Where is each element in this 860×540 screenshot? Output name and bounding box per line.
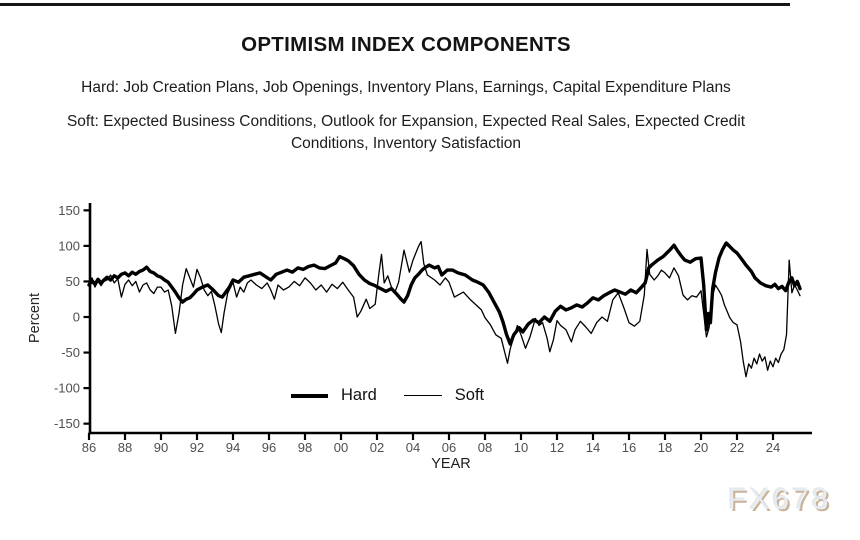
y-tick-label: 150 (58, 203, 80, 218)
soft-series-line (88, 240, 801, 378)
x-tick-label: 24 (766, 440, 780, 455)
y-tick-label: -50 (61, 345, 80, 360)
soft-legend-label: Soft (454, 386, 485, 404)
x-tick-label: 88 (118, 440, 132, 455)
y-tick-label: -150 (54, 416, 80, 431)
x-tick-label: 06 (442, 440, 456, 455)
x-tick-label: 00 (334, 440, 348, 455)
hard-series-line (87, 241, 802, 346)
hard-components-definition: Hard: Job Creation Plans, Job Openings, … (81, 79, 731, 96)
y-axis-title: Percent (27, 293, 43, 343)
chart-legend: Hard Soft (291, 386, 498, 405)
y-tick-label: 100 (58, 238, 80, 253)
x-tick-label: 86 (82, 440, 96, 455)
soft-line-sample (403, 394, 442, 397)
x-tick-label: 14 (586, 440, 600, 455)
x-tick-label: 96 (262, 440, 276, 455)
x-tick-label: 10 (514, 440, 528, 455)
y-tick-label: 50 (66, 274, 80, 289)
y-tick-label: -100 (54, 381, 80, 396)
top-border-rule (0, 3, 790, 6)
hard-line-sample (291, 393, 328, 398)
x-tick-label: 94 (226, 440, 240, 455)
x-tick-label: 16 (622, 440, 636, 455)
x-tick-label: 20 (694, 440, 708, 455)
x-tick-label: 12 (550, 440, 564, 455)
x-tick-label: 08 (478, 440, 492, 455)
soft-components-definition: Soft: Expected Business Conditions, Outl… (66, 113, 746, 152)
x-axis-title: YEAR (431, 456, 471, 472)
y-tick-label: 0 (73, 310, 80, 325)
x-tick-label: 98 (298, 440, 312, 455)
x-tick-label: 04 (406, 440, 420, 455)
x-tick-label: 92 (190, 440, 204, 455)
x-tick-label: 18 (658, 440, 672, 455)
x-tick-label: 90 (154, 440, 168, 455)
x-tick-label: 22 (730, 440, 744, 455)
hard-legend-label: Hard (341, 386, 377, 404)
fx678-watermark: FX678 (728, 483, 832, 516)
chart-title: OPTIMISM INDEX COMPONENTS (241, 33, 571, 56)
x-tick-label: 02 (370, 440, 384, 455)
